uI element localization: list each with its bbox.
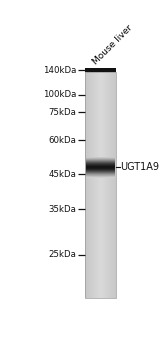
- Bar: [110, 72, 111, 298]
- Bar: [88, 72, 89, 298]
- Bar: [93, 72, 94, 298]
- Bar: [92, 72, 93, 298]
- Bar: [106, 72, 107, 298]
- Bar: [105, 72, 106, 298]
- Bar: [86, 72, 87, 298]
- Bar: [100, 72, 101, 298]
- Bar: [85, 72, 86, 298]
- Bar: [108, 72, 109, 298]
- Bar: [99, 72, 100, 298]
- Bar: [104, 72, 105, 298]
- Bar: [96, 72, 97, 298]
- Bar: [111, 72, 112, 298]
- Bar: [91, 72, 92, 298]
- Bar: [85, 72, 116, 298]
- Text: 100kDa: 100kDa: [43, 90, 76, 99]
- Text: 60kDa: 60kDa: [48, 136, 76, 145]
- Bar: [85, 68, 116, 72]
- Text: 35kDa: 35kDa: [48, 205, 76, 214]
- Bar: [115, 72, 116, 298]
- Bar: [97, 72, 98, 298]
- Bar: [89, 72, 90, 298]
- Text: UGT1A9: UGT1A9: [121, 162, 160, 172]
- Bar: [90, 72, 91, 298]
- Text: 75kDa: 75kDa: [48, 107, 76, 117]
- Bar: [113, 72, 114, 298]
- Bar: [114, 72, 115, 298]
- Bar: [87, 72, 88, 298]
- Bar: [94, 72, 95, 298]
- Text: 45kDa: 45kDa: [48, 169, 76, 178]
- Text: 140kDa: 140kDa: [43, 66, 76, 75]
- Bar: [101, 72, 102, 298]
- Bar: [112, 72, 113, 298]
- Text: 25kDa: 25kDa: [48, 250, 76, 259]
- Bar: [95, 72, 96, 298]
- Bar: [102, 72, 103, 298]
- Text: Mouse liver: Mouse liver: [91, 23, 134, 66]
- Bar: [109, 72, 110, 298]
- Bar: [98, 72, 99, 298]
- Bar: [107, 72, 108, 298]
- Bar: [103, 72, 104, 298]
